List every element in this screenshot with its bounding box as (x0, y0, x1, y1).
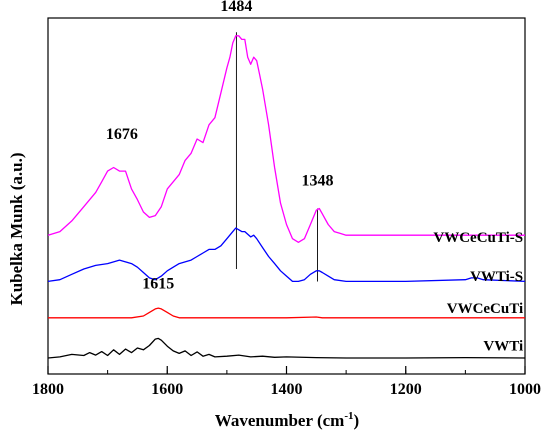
peak-annotation: 1676 (106, 126, 138, 143)
peak-annotation: 1615 (142, 276, 174, 293)
series-label: VWCeCuTi-S (433, 230, 523, 246)
y-axis-label: Kubelka Munk (a.u.) (7, 152, 26, 305)
plot-area: 1800 1600 1400 1200 1000 VWCeCuTi-S VWTi-S VWCe… (32, 0, 541, 398)
plot-frame (47, 17, 526, 375)
x-axis-label-close: ) (354, 411, 360, 430)
x-tick-label: 1600 (151, 381, 183, 398)
x-tick-label: 1400 (271, 381, 303, 398)
series-label: VWTi (483, 339, 523, 355)
series-label: VWTi-S (470, 269, 523, 285)
series-line-vwcecuti (48, 307, 525, 319)
x-axis-label-text: Wavenumber (cm (215, 411, 345, 430)
series-label: VWCeCuTi (447, 301, 523, 317)
peak-annotation: 1348 (302, 172, 334, 189)
peak-annotation: 1484 (220, 0, 252, 15)
series-line-vwcecuti-s (47, 35, 525, 243)
series-line-vwti-s (47, 227, 526, 283)
x-tick-label: 1200 (390, 381, 422, 398)
x-tick-label: 1000 (509, 381, 541, 398)
x-axis-label: Wavenumber (cm-1) (215, 410, 359, 430)
x-axis-label-superscript: -1 (344, 410, 353, 422)
series-line-vwti (47, 337, 526, 359)
x-tick-label: 1800 (32, 381, 64, 398)
